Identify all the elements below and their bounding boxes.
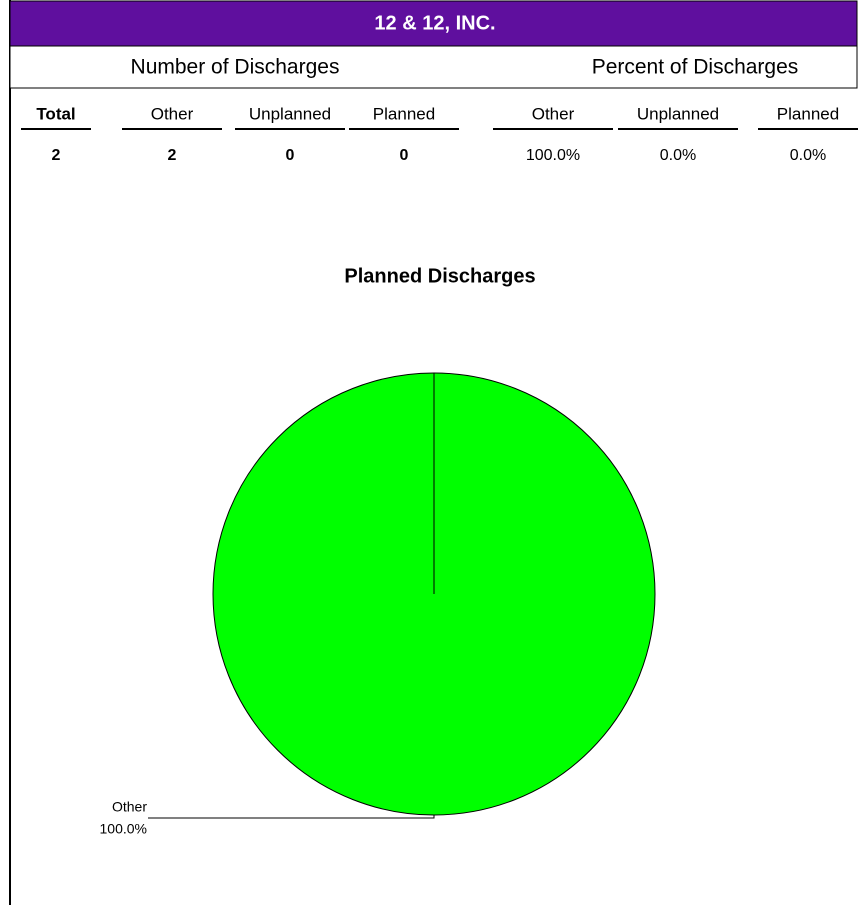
table: Total Other Unplanned Planned Other Unplanned… xyxy=(21,104,858,164)
group-row xyxy=(9,45,858,89)
column-header: Other xyxy=(532,104,575,123)
cell: 100.0% xyxy=(526,147,580,164)
column-header: Total xyxy=(36,104,75,123)
column-header: Unplanned xyxy=(637,104,719,123)
group-label: Percent of Discharges xyxy=(592,56,799,79)
cell: 2 xyxy=(168,147,177,164)
column-header: Other xyxy=(151,104,194,123)
column-header: Planned xyxy=(373,104,435,123)
slice-value-label: 100.0% xyxy=(100,821,147,837)
cell: 2 xyxy=(52,147,61,164)
cell: 0 xyxy=(400,147,409,164)
chart: Planned Discharges Other 100.0% xyxy=(100,265,656,837)
chart-title: Planned Discharges xyxy=(344,265,535,287)
column-header: Planned xyxy=(777,104,839,123)
cell: 0.0% xyxy=(790,147,826,164)
slice-label: Other xyxy=(112,799,147,815)
cell: 0.0% xyxy=(660,147,696,164)
cell: 0 xyxy=(286,147,295,164)
leader-line xyxy=(148,815,435,819)
column-header: Unplanned xyxy=(249,104,331,123)
header-title: 12 & 12, INC. xyxy=(374,12,495,34)
group-label: Number of Discharges xyxy=(131,56,340,79)
